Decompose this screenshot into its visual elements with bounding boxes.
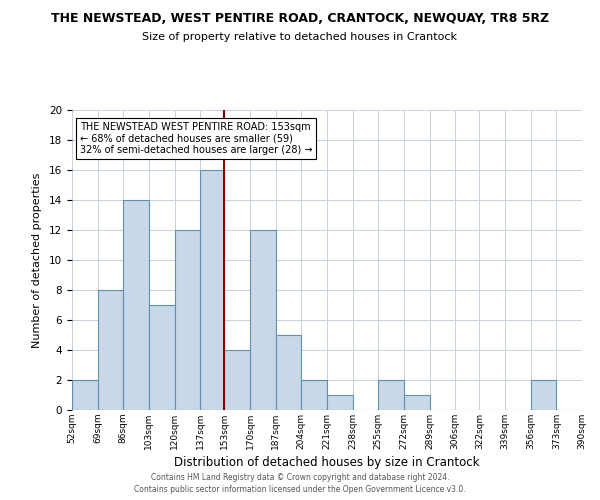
X-axis label: Distribution of detached houses by size in Crantock: Distribution of detached houses by size …	[174, 456, 480, 469]
Bar	[530, 380, 556, 410]
Bar	[175, 230, 200, 410]
Bar	[250, 230, 275, 410]
Bar	[301, 380, 327, 410]
Bar	[124, 200, 149, 410]
Bar	[72, 380, 98, 410]
Text: THE NEWSTEAD, WEST PENTIRE ROAD, CRANTOCK, NEWQUAY, TR8 5RZ: THE NEWSTEAD, WEST PENTIRE ROAD, CRANTOC…	[51, 12, 549, 26]
Bar	[224, 350, 250, 410]
Bar	[98, 290, 124, 410]
Bar	[379, 380, 404, 410]
Bar	[404, 395, 430, 410]
Text: THE NEWSTEAD WEST PENTIRE ROAD: 153sqm
← 68% of detached houses are smaller (59): THE NEWSTEAD WEST PENTIRE ROAD: 153sqm ←…	[80, 122, 312, 155]
Bar	[200, 170, 224, 410]
Y-axis label: Number of detached properties: Number of detached properties	[32, 172, 42, 348]
Text: Size of property relative to detached houses in Crantock: Size of property relative to detached ho…	[143, 32, 458, 42]
Bar	[327, 395, 353, 410]
Bar	[149, 305, 175, 410]
Bar	[275, 335, 301, 410]
Text: Contains HM Land Registry data © Crown copyright and database right 2024.: Contains HM Land Registry data © Crown c…	[151, 472, 449, 482]
Text: Contains public sector information licensed under the Open Government Licence v3: Contains public sector information licen…	[134, 485, 466, 494]
